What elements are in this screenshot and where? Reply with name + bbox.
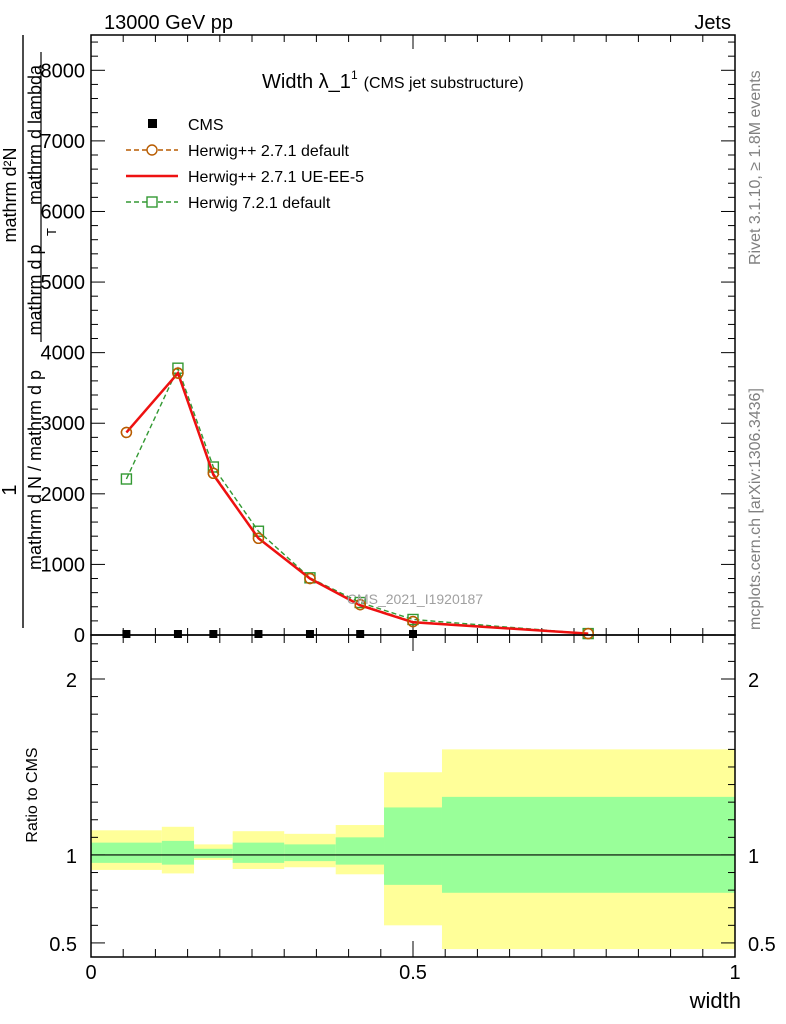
cms-data-point [122,630,131,638]
x-tick-label: 0.5 [399,962,427,984]
main-y-axis-label: 1 mathrm d N / mathrm d p mathrm d²N mat… [0,35,59,628]
y-tick-label: 4000 [41,343,86,365]
main-series-layer [120,362,594,640]
legend-label: Herwig++ 2.7.1 UE-EE-5 [188,169,364,186]
cms-data-point [356,630,365,638]
ratio-y-tick-label-left: 2 [66,670,77,692]
ratio-axis-ticks: 0.5 0.5 1 1 2 2 0 0.5 1 [49,635,776,984]
header-category: Jets [694,12,731,34]
cms-data-point [409,630,417,638]
ratio-y-tick-label-left: 1 [66,846,77,868]
data-point [252,532,265,544]
main-axis-ticks: 0 1000 2000 3000 4000 5000 6000 7000 8000 [41,35,736,647]
ylabel-inner-denominator: mathrm d p [25,244,45,335]
legend: CMS Herwig++ 2.7.1 default Herwig++ 2.7.1 … [126,117,364,212]
cms-data-point [305,630,314,638]
cms-data-point [209,630,218,638]
ratio-uncertainty-bands [90,634,736,958]
data-point [207,467,220,480]
y-tick-label: 7000 [41,131,86,153]
y-tick-label: 5000 [41,272,86,294]
data-point [120,426,133,439]
series-line [125,366,589,635]
legend-marker [146,144,158,156]
x-tick-label: 0 [85,962,96,984]
ratio-band-inner [284,844,336,862]
legend-item: Herwig++ 2.7.1 UE-EE-5 [126,169,364,186]
ylabel-inner-tail: mathrm d lambda [25,64,45,205]
ratio-band-inner [161,840,195,865]
ratio-band-inner [91,842,162,863]
ratio-band-inner [441,796,735,893]
series-line [125,370,589,635]
data-point [407,615,419,628]
data-point [120,473,133,485]
x-axis-label: width [689,988,741,1013]
mcplots-label: mcplots.cern.ch [arXiv:1306.3436] [747,388,764,630]
legend-item: CMS [148,117,224,134]
legend-label: Herwig 7.2.1 default [188,195,331,212]
ratio-y-tick-label-left: 0.5 [49,934,77,956]
y-tick-label: 2000 [41,484,86,506]
header-collision: 13000 GeV pp [104,12,233,34]
data-point [582,627,594,640]
legend-label: Herwig++ 2.7.1 default [188,143,350,160]
ratio-y-tick-label-right: 1 [748,846,759,868]
data-point [172,367,184,379]
ylabel-outer-numerator: 1 [0,484,21,495]
y-tick-label: 3000 [41,413,86,435]
y-tick-label: 0 [74,625,85,647]
legend-marker [148,119,157,128]
ylabel-outer-denominator: mathrm d N / mathrm d p [25,370,45,570]
legend-label: CMS [188,117,224,134]
legend-marker [146,196,158,208]
rivet-version-label: Rivet 3.1.10, ≥ 1.8M events [747,70,764,265]
ratio-y-axis-label: Ratio to CMS [24,747,41,842]
analysis-watermark: CMS_2021_I1920187 [347,591,483,607]
chart-title: Width λ_11 (CMS jet substructure) [262,68,524,93]
data-point [304,572,316,585]
y-tick-label: 6000 [41,201,86,223]
legend-item: Herwig++ 2.7.1 default [126,143,350,160]
y-tick-label: 1000 [41,554,86,576]
ratio-band-inner [335,837,385,865]
ylabel-subscript-t: T [44,228,59,236]
ratio-band-inner [232,842,285,863]
ratio-y-tick-label-right: 0.5 [748,934,776,956]
cms-data-point [254,630,263,638]
ylabel-inner-numerator: mathrm d²N [0,147,20,242]
x-tick-label: 1 [729,962,740,984]
data-point [354,598,366,611]
y-tick-label: 8000 [41,60,86,82]
cms-data-point [173,630,182,638]
ratio-band-inner [194,848,233,858]
ratio-band-inner [384,807,442,885]
legend-item: Herwig 7.2.1 default [126,195,331,212]
ratio-y-tick-label-right: 2 [748,670,759,692]
